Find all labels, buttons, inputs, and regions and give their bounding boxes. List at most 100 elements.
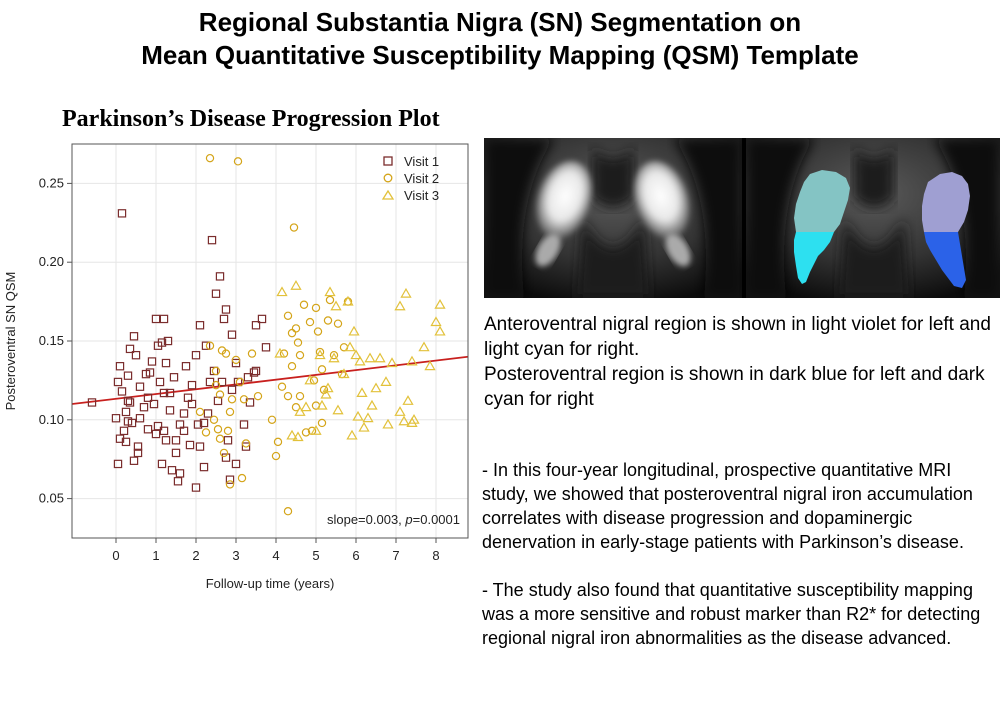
- visit-1-point: [163, 336, 173, 346]
- visit-2-point: [277, 382, 287, 391]
- visit-2-point: [225, 407, 235, 417]
- visit-3-point: [366, 399, 378, 410]
- visit-2-point: [225, 480, 235, 489]
- visit-1-point: [125, 398, 135, 407]
- visit-1-point: [219, 314, 229, 324]
- y-tick-label: 0.05: [39, 491, 64, 506]
- segment-light-cyan: [794, 170, 850, 232]
- x-axis-label: Follow-up time (years): [206, 576, 335, 591]
- visit-1-point: [171, 448, 181, 458]
- visit-1-point: [153, 421, 163, 431]
- visit-1-point: [117, 209, 127, 218]
- study-notes: - In this four-year longitudinal, prospe…: [482, 458, 994, 650]
- visit-1-point: [159, 314, 169, 324]
- legend-label-visit-1: Visit 1: [404, 154, 439, 169]
- y-tick-label: 0.25: [39, 175, 64, 190]
- visit-1-point: [257, 314, 267, 324]
- visit-1-point: [151, 314, 161, 324]
- visit-3-point: [362, 412, 374, 423]
- main-title-line-2: Mean Quantitative Susceptibility Mapping…: [141, 40, 859, 70]
- visit-1-point: [147, 357, 157, 366]
- visit-2-point: [293, 338, 303, 347]
- visit-1-point: [123, 371, 133, 380]
- visit-1-point: [225, 475, 235, 484]
- visit-3-point: [356, 387, 368, 398]
- visit-3-point: [418, 341, 430, 352]
- segmentation-caption: Anteroventral nigral region is shown in …: [484, 312, 994, 412]
- visit-1-point: [193, 420, 203, 429]
- visit-3-point: [332, 404, 344, 415]
- visit-1-point: [135, 414, 145, 423]
- visit-3-point: [424, 360, 436, 371]
- visit-2-point: [323, 316, 333, 325]
- visit-1-point: [179, 409, 189, 418]
- visit-3-point: [316, 399, 328, 410]
- visit-1-point: [87, 398, 97, 407]
- visit-3-point: [408, 413, 420, 424]
- legend-marker-visit-1: [383, 156, 393, 166]
- visit-1-point: [199, 462, 209, 472]
- visit-3-point: [398, 415, 410, 426]
- visit-3-point: [286, 429, 298, 440]
- visit-2-point: [235, 377, 245, 387]
- visit-1-point: [115, 362, 125, 371]
- qsm-template-image: [484, 138, 1000, 298]
- visit-2-point: [205, 341, 215, 350]
- visit-1-point: [113, 459, 123, 469]
- visit-2-point: [267, 415, 277, 424]
- visit-1-point: [159, 388, 169, 398]
- visit-1-point: [241, 442, 251, 451]
- x-tick-label: 8: [432, 548, 439, 563]
- visit-3-point: [348, 325, 360, 336]
- x-tick-label: 4: [272, 548, 279, 563]
- visit-3-point: [386, 357, 398, 368]
- visit-1-point: [161, 436, 171, 445]
- visit-3-point: [276, 286, 288, 297]
- y-axis-label: Posteroventral SN QSM: [3, 272, 18, 411]
- visit-2-point: [223, 426, 233, 436]
- visit-1-point: [157, 338, 167, 347]
- visit-3-point: [402, 395, 414, 405]
- visit-1-point: [143, 393, 153, 402]
- visit-1-point: [207, 235, 217, 245]
- visit-2-point: [283, 391, 293, 401]
- visit-2-point: [329, 350, 339, 360]
- visit-1-point: [143, 425, 153, 434]
- visit-2-point: [201, 428, 211, 437]
- visit-1-point: [187, 380, 197, 390]
- visit-2-point: [317, 418, 327, 428]
- visit-2-point: [317, 365, 327, 374]
- visit-1-point: [165, 388, 175, 398]
- visit-1-point: [165, 406, 175, 415]
- visit-1-point: [187, 399, 197, 409]
- visit-1-point: [159, 426, 169, 436]
- visit-3-point: [358, 421, 370, 432]
- visit-2-point: [295, 391, 305, 401]
- visit-2-point: [315, 347, 325, 357]
- visit-1-point: [133, 448, 143, 458]
- visit-2-point: [211, 366, 221, 376]
- visit-3-point: [350, 349, 362, 360]
- note-qsm-sensitivity: - The study also found that quantitative…: [482, 580, 981, 648]
- note-longitudinal-study: - In this four-year longitudinal, prospe…: [482, 460, 973, 552]
- x-tick-label: 5: [312, 548, 319, 563]
- visit-2-point: [205, 153, 215, 163]
- visit-3-point: [294, 406, 306, 416]
- visit-1-point: [131, 350, 141, 360]
- visit-2-point: [287, 362, 297, 371]
- visit-3-point: [314, 349, 326, 360]
- visit-3-point: [300, 401, 312, 412]
- visit-1-point: [129, 456, 139, 465]
- visit-1-point: [121, 407, 131, 417]
- visit-3-point: [320, 388, 332, 399]
- visit-2-point: [305, 317, 315, 327]
- visit-2-point: [289, 223, 299, 232]
- legend-label-visit-3: Visit 3: [404, 188, 439, 203]
- visit-1-point: [173, 477, 183, 486]
- visit-2-point: [333, 319, 343, 328]
- visit-1-point: [155, 377, 165, 387]
- legend-marker-visit-2: [383, 173, 393, 183]
- visit-2-point: [325, 295, 335, 305]
- visit-1-point: [167, 466, 177, 475]
- visit-1-point: [227, 385, 237, 395]
